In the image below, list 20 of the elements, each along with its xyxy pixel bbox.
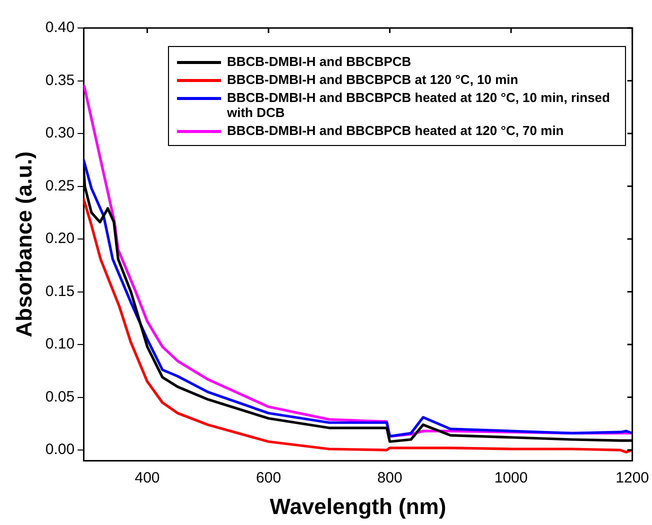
y-tick-label: 0.25 — [45, 177, 75, 194]
y-tick-label: 0.10 — [45, 336, 75, 353]
x-tick-label: 1200 — [616, 470, 650, 487]
legend-label: BBCB-DMBI-H and BBCBPCB heated at 120 °C, 70 min — [227, 123, 564, 138]
y-tick-label: 0.35 — [45, 72, 75, 89]
x-tick-label: 1000 — [494, 470, 528, 487]
y-tick-label: 0.00 — [45, 441, 75, 458]
x-tick-label: 600 — [256, 470, 282, 487]
y-tick-label: 0.05 — [45, 388, 75, 406]
legend-label: BBCB-DMBI-H and BBCBPCB — [227, 54, 412, 69]
x-tick-label: 400 — [134, 470, 160, 487]
y-tick-label: 0.15 — [45, 282, 75, 300]
legend-label: BBCB-DMBI-H and BBCBPCB heated at 120 °C, 10 min, rinsed with DCB — [227, 90, 611, 120]
x-tick-label: 800 — [377, 470, 402, 487]
y-tick-label: 0.40 — [45, 19, 75, 36]
x-axis-title: Wavelength (nm) — [270, 494, 446, 519]
y-tick-label: 0.30 — [45, 124, 75, 142]
legend-label: BBCB-DMBI-H and BBCBPCB at 120 °C, 10 min — [227, 72, 518, 87]
y-axis-title: Absorbance (a.u.) — [11, 151, 36, 338]
y-tick-label: 0.20 — [45, 230, 75, 248]
